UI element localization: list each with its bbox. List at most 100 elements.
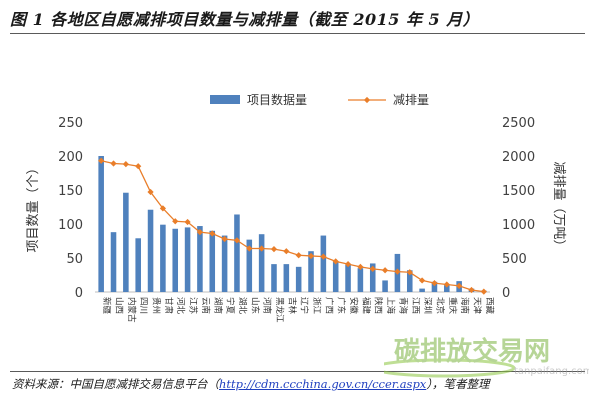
x-tick-label: 甘肃	[163, 297, 174, 315]
y2-tick-label: 1000	[502, 218, 535, 233]
footer-divider	[10, 371, 585, 372]
watermark-subtext: tanpaifang.com	[514, 366, 589, 377]
x-tick-label: 上海	[385, 297, 396, 315]
line-point	[270, 246, 278, 253]
x-tick-label: 天津	[471, 297, 482, 315]
bar	[234, 214, 240, 292]
bar	[357, 268, 364, 292]
x-tick-label: 广西	[323, 297, 334, 314]
line-point	[159, 205, 167, 212]
x-tick-label: 北京	[434, 297, 445, 314]
bar	[444, 285, 450, 292]
y-tick-label: 200	[58, 150, 83, 165]
legend-swatch-bar	[210, 95, 240, 104]
bar	[147, 209, 154, 292]
x-tick-label: 新疆	[101, 297, 112, 315]
x-tick-label: 福建	[360, 297, 371, 315]
chart-legend: 项目数据量 减排量	[210, 92, 429, 107]
bar	[160, 224, 166, 292]
y-tick-label: 150	[58, 184, 83, 199]
x-tick-label: 贵州	[151, 297, 162, 314]
y-tick-label: 50	[66, 252, 83, 267]
x-tick-label: 河北	[175, 297, 186, 315]
x-tick-label: 西藏	[484, 297, 495, 315]
line-point	[394, 268, 401, 275]
watermark-logo: 碳排放交易网 tanpaifang.com	[384, 336, 589, 378]
x-tick-label: 吉林	[286, 297, 297, 315]
x-tick-label: 湖南	[212, 297, 223, 314]
x-tick-label: 海南	[459, 297, 470, 314]
bar	[345, 264, 351, 292]
bar	[123, 192, 129, 292]
x-tick-label: 湖北	[237, 297, 247, 315]
bar	[172, 228, 179, 292]
line-point	[246, 245, 253, 252]
bar	[382, 280, 388, 292]
x-tick-label: 广东	[336, 297, 347, 314]
dual-axis-chart: 05010015020025005001000150020002500项目数量（…	[26, 92, 566, 323]
y2-tick-label: 2000	[502, 150, 535, 165]
source-note: 资料来源：中国自愿减排交易信息平台（http://cdm.ccchina.gov…	[12, 376, 490, 392]
line-point	[295, 252, 302, 259]
x-tick-label: 青海	[397, 297, 408, 315]
line-point	[307, 252, 315, 260]
x-tick-label: 宁夏	[225, 297, 236, 315]
x-tick-label: 重庆	[447, 297, 458, 315]
x-tick-label: 四川	[138, 297, 148, 314]
bar	[308, 251, 314, 292]
bar	[271, 264, 277, 292]
bar	[221, 235, 228, 292]
legend-marker-line	[363, 96, 371, 104]
line-point	[122, 161, 129, 168]
line-point	[480, 288, 487, 295]
x-tick-label: 内蒙古	[126, 297, 137, 323]
x-tick-label: 云南	[200, 297, 211, 314]
bar	[283, 264, 290, 292]
x-tick-label: 山东	[249, 297, 260, 314]
bar	[184, 227, 191, 292]
line-point	[283, 248, 290, 255]
x-tick-label: 黑龙江	[274, 297, 285, 323]
watermark-text: 碳排放交易网	[394, 336, 550, 367]
bar	[246, 239, 253, 292]
bar	[258, 234, 265, 292]
x-tick-label: 江西	[410, 297, 420, 314]
line-point	[209, 230, 216, 237]
bar	[332, 262, 339, 292]
x-tick-label: 山西	[114, 297, 125, 314]
y2-tick-label: 1500	[502, 184, 535, 199]
x-tick-label: 浙江	[311, 297, 322, 315]
legend-label-bar: 项目数据量	[247, 92, 307, 107]
y2-tick-label: 0	[502, 286, 510, 301]
line-point	[172, 218, 179, 225]
bar	[110, 232, 117, 292]
line-point	[381, 267, 389, 274]
y-tick-label: 100	[58, 218, 83, 233]
line-point	[468, 286, 475, 294]
source-label: 资料来源：	[12, 377, 70, 391]
bar	[209, 230, 216, 292]
source-link[interactable]: http://cdm.ccchina.gov.cn/ccer.aspx	[219, 377, 427, 391]
line-point	[369, 265, 376, 272]
bar-series	[98, 156, 487, 292]
x-tick-label: 深圳	[422, 297, 433, 314]
y-axis-label: 项目数量（个）	[26, 161, 41, 252]
x-tick-label: 河南	[262, 297, 273, 314]
line-point	[110, 160, 117, 167]
line-point	[456, 282, 463, 289]
bar	[197, 226, 203, 292]
line-path	[101, 160, 484, 293]
x-tick-label: 安徽	[348, 297, 359, 315]
bar	[406, 270, 413, 292]
y-tick-label: 0	[75, 286, 83, 301]
x-tick-label: 陕西	[373, 297, 384, 314]
chart-axes: 05010015020025005001000150020002500项目数量（…	[26, 116, 566, 323]
bar	[98, 156, 104, 292]
y2-axis-label: 减排量（万吨）	[551, 161, 566, 252]
x-tick-label: 江苏	[188, 297, 199, 315]
y-tick-label: 250	[58, 116, 83, 131]
y2-tick-label: 2500	[502, 116, 535, 131]
source-suffix: ），笔者整理	[426, 377, 490, 391]
y2-tick-label: 500	[502, 252, 527, 267]
watermark-swoosh	[384, 358, 516, 378]
